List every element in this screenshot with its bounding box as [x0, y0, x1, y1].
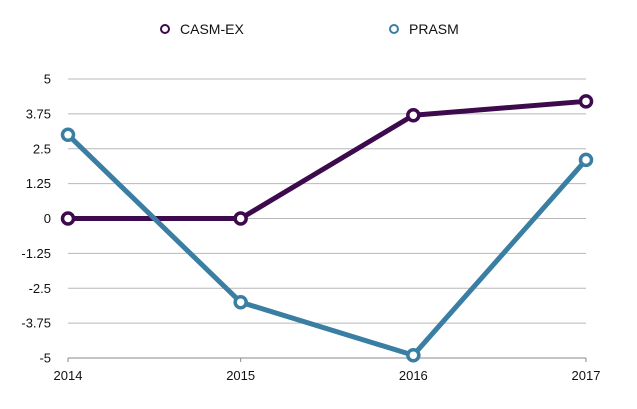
series-layer [60, 94, 594, 363]
series-line-casm-ex [65, 98, 589, 221]
y-tick-label: -3.75 [21, 316, 51, 331]
data-point-casm-ex [406, 108, 421, 123]
y-tick-label: 0 [44, 211, 51, 226]
data-point-casm-ex [578, 94, 594, 109]
x-tick-label: 2015 [226, 368, 255, 383]
legend-item-casm-ex: CASM-EX [160, 21, 244, 37]
y-axis-ticks: 5 3.75 2.5 1.25 0 -1.25 -2.5 -3.75 -5 [21, 72, 51, 366]
data-point-casm-ex [233, 211, 248, 226]
series-line-prasm [65, 132, 589, 358]
data-point-prasm [578, 152, 594, 168]
legend-item-prasm: PRASM [389, 21, 459, 37]
x-tick-label: 2014 [54, 368, 83, 383]
y-tick-label: -1.25 [21, 246, 51, 261]
legend-marker-casm-ex [160, 24, 170, 34]
y-tick-label: 2.5 [33, 141, 51, 156]
data-point-prasm [60, 127, 76, 143]
x-tick-label: 2016 [399, 368, 428, 383]
legend-marker-prasm [389, 24, 399, 34]
x-axis-ticks: 2014 2015 2016 2017 [54, 358, 601, 383]
data-point-casm-ex [60, 211, 76, 226]
data-point-prasm [233, 294, 248, 310]
legend-label-prasm: PRASM [409, 21, 459, 37]
x-tick-label: 2017 [572, 368, 601, 383]
data-point-prasm [406, 347, 421, 363]
y-tick-label: -5 [39, 351, 51, 366]
y-tick-label: 5 [44, 72, 51, 87]
y-tick-label: 1.25 [26, 176, 51, 191]
legend-label-casm-ex: CASM-EX [180, 21, 244, 37]
legend: CASM-EX PRASM [160, 21, 459, 37]
series-prasm [60, 127, 594, 363]
y-tick-label: 3.75 [26, 106, 51, 121]
y-tick-label: -2.5 [29, 281, 51, 296]
